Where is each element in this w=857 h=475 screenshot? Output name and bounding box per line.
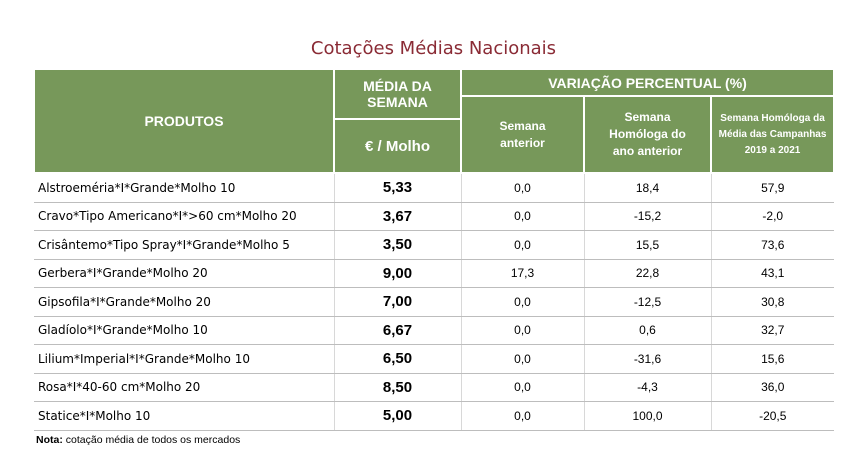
note-text: cotação média de todos os mercados [65,434,241,446]
price-cell: 6,67 [333,316,461,345]
note: Nota: cotação média de todos os mercados [36,434,240,446]
header-cell: PRODUTOS [33,68,335,174]
header-cell: Semana Homóloga da Média das Campanhas 2… [709,95,836,174]
variation-cell: 22,8 [583,259,711,288]
table-body: Alstroeméria*I*Grande*Molho 10 5,33 0,0 18,… [34,173,835,431]
variation-cell: 17,3 [460,259,584,288]
variation-cell: 15,6 [710,344,835,374]
variation-cell: 100,0 [583,401,711,431]
table-row: Crisântemo*Tipo Spray*I*Grande*Molho 5 3,… [34,230,835,260]
prices-table: PRODUTOS MÉDIA DA SEMANA VARIAÇÃO PERCEN… [33,68,836,431]
price-cell: 3,50 [333,230,461,260]
variation-cell: 0,0 [460,230,584,260]
price-cell: 6,50 [333,344,461,374]
table-row: Gerbera*I*Grande*Molho 20 9,00 17,3 22,8 43,… [34,259,835,288]
price-cell: 3,67 [333,202,461,231]
variation-cell: 0,0 [460,373,584,402]
variation-cell: -4,3 [583,373,711,402]
variation-cell: 32,7 [710,316,835,345]
header-cell: Semana anterior [460,95,585,174]
variation-cell: 15,5 [583,230,711,260]
variation-cell: -15,2 [583,202,711,231]
price-cell: 8,50 [333,373,461,402]
variation-cell: -20,5 [710,401,835,431]
price-cell: 7,00 [333,287,461,317]
product-cell: Rosa*I*40-60 cm*Molho 20 [34,373,334,402]
variation-cell: -31,6 [583,344,711,374]
variation-cell: 30,8 [710,287,835,317]
variation-cell: 18,4 [583,173,711,203]
header-cell: MÉDIA DA SEMANA [333,68,462,120]
product-cell: Alstroeméria*I*Grande*Molho 10 [34,173,334,203]
table-row: Gipsofila*I*Grande*Molho 20 7,00 0,0 -12,5 3… [34,287,835,317]
variation-cell: -2,0 [710,202,835,231]
variation-cell: 36,0 [710,373,835,402]
variation-cell: -12,5 [583,287,711,317]
table-row: Lilium*Imperial*I*Grande*Molho 10 6,50 0,0… [34,344,835,374]
header-cell: Semana Homóloga do ano anterior [583,95,712,174]
table-row: Gladíolo*I*Grande*Molho 10 6,67 0,0 0,6 32,7 [34,316,835,345]
product-cell: Gladíolo*I*Grande*Molho 10 [34,316,334,345]
variation-cell: 0,0 [460,202,584,231]
variation-cell: 0,6 [583,316,711,345]
variation-cell: 73,6 [710,230,835,260]
variation-cell: 0,0 [460,401,584,431]
variation-cell: 0,0 [460,344,584,374]
price-cell: 5,00 [333,401,461,431]
product-cell: Cravo*Tipo Americano*I*>60 cm*Molho 20 [34,202,334,231]
variation-cell: 57,9 [710,173,835,203]
product-cell: Statice*I*Molho 10 [34,401,334,431]
variation-cell: 0,0 [460,316,584,345]
price-cell: 9,00 [333,259,461,288]
price-cell: 5,33 [333,173,461,203]
product-cell: Lilium*Imperial*I*Grande*Molho 10 [34,344,334,374]
table-row: Statice*I*Molho 10 5,00 0,0 100,0 -20,5 [34,401,835,431]
product-cell: Crisântemo*Tipo Spray*I*Grande*Molho 5 [34,230,334,260]
variation-cell: 0,0 [460,173,584,203]
table-row: Alstroeméria*I*Grande*Molho 10 5,33 0,0 18,… [34,173,835,203]
table-row: Cravo*Tipo Americano*I*>60 cm*Molho 20 3,… [34,202,835,231]
product-cell: Gerbera*I*Grande*Molho 20 [34,259,334,288]
variation-cell: 0,0 [460,287,584,317]
header-cell: VARIAÇÃO PERCENTUAL (%) [459,68,836,97]
product-cell: Gipsofila*I*Grande*Molho 20 [34,287,334,317]
variation-cell: 43,1 [710,259,835,288]
header-cell: € / Molho [333,118,462,174]
title: Cotações Médias Nacionais [310,38,557,59]
table-row: Rosa*I*40-60 cm*Molho 20 8,50 0,0 -4,3 36,0 [34,373,835,402]
note-label: Nota: [36,434,63,446]
